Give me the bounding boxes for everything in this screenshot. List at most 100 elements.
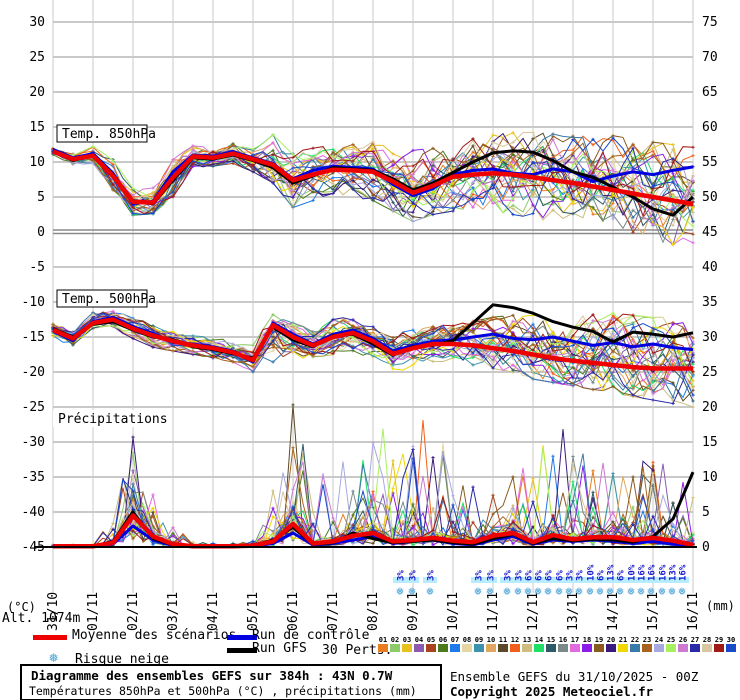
snowflake-icon: ❅ [524, 584, 532, 599]
svg-text:40: 40 [702, 260, 718, 275]
mean-line-swatch [33, 635, 67, 640]
snow-percent-label: 16% [679, 564, 689, 581]
pert-number: 29 [714, 636, 724, 644]
snow-percent-label: 3% [504, 570, 514, 581]
pert-number: 22 [630, 636, 640, 644]
snowflake-icon: ❅ [396, 584, 404, 599]
pert-swatch [378, 644, 388, 652]
pert-number: 13 [522, 636, 532, 644]
snowflake-icon: ❅ [565, 584, 573, 599]
pert-swatch [462, 644, 472, 652]
pert-number: 07 [450, 636, 460, 644]
pert-number: 17 [570, 636, 580, 644]
pert-swatch [726, 644, 736, 652]
pert-number: 30 [726, 636, 736, 644]
pert-swatch [390, 644, 400, 652]
snowflake-icon: ❅ [49, 648, 59, 666]
svg-text:5: 5 [37, 190, 45, 205]
left-axis-unit: (°C) [7, 600, 36, 614]
snow-percent-label: 10% [587, 564, 597, 581]
axis-tick-labels: 302520151050-5-10-15-20-25-30-35-40-4575… [22, 15, 718, 631]
pert-number: 28 [702, 636, 712, 644]
svg-text:25: 25 [702, 365, 718, 380]
pert-swatch [714, 644, 724, 652]
svg-text:-40: -40 [22, 505, 45, 520]
svg-text:12/11: 12/11 [526, 592, 541, 631]
legend-control-label: Run de contrôle [252, 628, 370, 643]
svg-text:10: 10 [29, 155, 45, 170]
right-axis-unit: (mm) [706, 599, 735, 613]
panel-temp-850hpa [51, 130, 695, 247]
svg-text:20: 20 [29, 85, 45, 100]
snowflake-icon: ❅ [534, 584, 542, 599]
pert-swatch [702, 644, 712, 652]
svg-text:-30: -30 [22, 435, 45, 450]
svg-text:31/10: 31/10 [46, 592, 61, 631]
pert-swatch [666, 644, 676, 652]
snow-percent-label: 3% [427, 570, 437, 581]
pert-swatch [558, 644, 568, 652]
svg-text:02/11: 02/11 [126, 592, 141, 631]
pert-number: 08 [462, 636, 472, 644]
snowflake-icon: ❅ [627, 584, 635, 599]
pert-number: 06 [438, 636, 448, 644]
snow-percent-label: 13% [607, 564, 617, 581]
pert-swatch [606, 644, 616, 652]
pert-number: 21 [618, 636, 628, 644]
svg-text:08/11: 08/11 [366, 592, 381, 631]
svg-text:10: 10 [702, 470, 718, 485]
panel-label: Temp. 850hPa [56, 124, 156, 143]
snowflake-icon: ❅ [647, 584, 655, 599]
panel-label: Temp. 500hPa [56, 289, 156, 308]
snow-percent-label: 6% [556, 570, 566, 581]
gfs-line-swatch [227, 648, 257, 653]
pert-swatch [522, 644, 532, 652]
snow-percent-label: 6% [525, 570, 535, 581]
snowflake-icon: ❅ [616, 584, 624, 599]
plot-svg: 302520151050-5-10-15-20-25-30-35-40-4575… [22, 0, 718, 631]
mean-line [52, 149, 694, 207]
pert-number: 05 [426, 636, 436, 644]
pert-swatch [630, 644, 640, 652]
svg-text:-5: -5 [29, 260, 45, 275]
snow-risk-row: 3%❅3%❅3%❅3%❅3%❅3%❅3%❅6%❅6%❅6%❅6%❅3%❅3%❅1… [393, 564, 689, 599]
svg-text:65: 65 [702, 85, 718, 100]
svg-text:05/11: 05/11 [246, 592, 261, 631]
svg-text:04/11: 04/11 [206, 592, 221, 631]
svg-text:25: 25 [29, 50, 45, 65]
svg-text:Temp. 500hPa: Temp. 500hPa [62, 292, 156, 307]
svg-text:07/11: 07/11 [326, 592, 341, 631]
pert-number: 15 [546, 636, 556, 644]
snowflake-icon: ❅ [575, 584, 583, 599]
snow-percent-label: 3% [409, 570, 419, 581]
pert-number: 14 [534, 636, 544, 644]
pert-swatch [534, 644, 544, 652]
snow-percent-label: 3% [576, 570, 586, 581]
svg-text:Temp. 850hPa: Temp. 850hPa [62, 127, 156, 142]
mean-line [52, 317, 693, 371]
diagram-subtitle: Températures 850hPa et 500hPa (°C) , pré… [29, 684, 417, 698]
svg-text:03/11: 03/11 [166, 592, 181, 631]
pert-swatch [498, 644, 508, 652]
svg-text:-35: -35 [22, 470, 45, 485]
control-line-swatch [227, 635, 257, 640]
snow-percent-label: 6% [617, 570, 627, 581]
svg-text:-15: -15 [22, 330, 45, 345]
pert-swatch [402, 644, 412, 652]
svg-text:0: 0 [37, 225, 45, 240]
snowflake-icon: ❅ [678, 584, 686, 599]
pert-number: 10 [486, 636, 496, 644]
pert-number: 27 [690, 636, 700, 644]
svg-text:01/11: 01/11 [86, 592, 101, 631]
pert-number: 24 [654, 636, 664, 644]
pert-swatch [642, 644, 652, 652]
pert-number: 09 [474, 636, 484, 644]
snowflake-icon: ❅ [637, 584, 645, 599]
snowflake-icon: ❅ [606, 584, 614, 599]
svg-text:0: 0 [702, 540, 710, 555]
snow-percent-label: 16% [638, 564, 648, 581]
snowflake-icon: ❅ [426, 584, 434, 599]
svg-text:-45: -45 [22, 540, 45, 555]
svg-text:-10: -10 [22, 295, 45, 310]
svg-text:13/11: 13/11 [566, 592, 581, 631]
